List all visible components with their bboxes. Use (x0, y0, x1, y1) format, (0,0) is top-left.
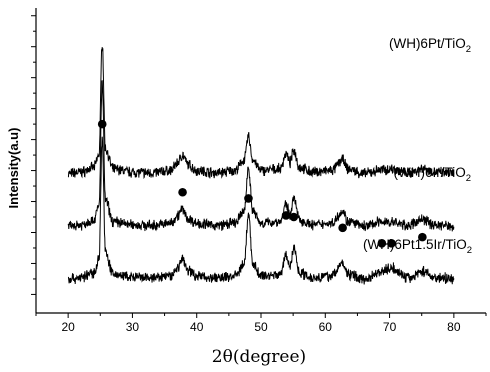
peak-marker (281, 211, 291, 220)
series-label: (WH)6Pt1.5Ir/TiO2 (363, 237, 472, 256)
x-tick-label: 60 (319, 320, 333, 334)
peak-marker (377, 239, 387, 248)
axes: 20 30 40 50 60 70 80 (31, 8, 487, 334)
series-label: (WH)6Pt/TiO2 (389, 36, 471, 55)
series-label-subscript: 2 (466, 173, 471, 184)
peak-marker (418, 232, 427, 242)
y-axis-title: Intensity(a.u) (6, 128, 21, 209)
series-label: (WH)6Ir/TiO2 (393, 165, 471, 184)
series-label-subscript: 2 (467, 245, 472, 256)
peak-markers (97, 119, 427, 248)
series-label-main: (WH)6Ir/TiO (393, 165, 465, 180)
x-tick-label: 30 (126, 320, 140, 334)
x-tick-label: 20 (61, 320, 75, 334)
series-labels: (WH)6Pt/TiO2(WH)6Ir/TiO2(WH)6Pt1.5Ir/TiO… (363, 36, 472, 256)
x-axis-title: 2θ(degree) (212, 347, 306, 367)
series-trace-3 (67, 136, 455, 285)
peak-marker (338, 223, 347, 233)
x-tick-label: 40 (190, 320, 204, 334)
peak-marker (97, 119, 107, 129)
series-trace-1 (67, 47, 455, 180)
x-tick-label: 50 (254, 320, 268, 334)
x-tick-label: 80 (447, 320, 461, 334)
series-label-main: (WH)6Pt1.5Ir/TiO (363, 237, 467, 252)
series-trace-2 (67, 80, 455, 232)
peak-marker (178, 187, 187, 197)
peak-marker (289, 212, 299, 222)
series-group (67, 47, 455, 285)
peak-marker (387, 239, 396, 248)
x-tick-label: 70 (383, 320, 397, 334)
series-label-subscript: 2 (466, 44, 471, 55)
peak-marker (244, 194, 253, 203)
series-label-main: (WH)6Pt/TiO (389, 36, 466, 51)
